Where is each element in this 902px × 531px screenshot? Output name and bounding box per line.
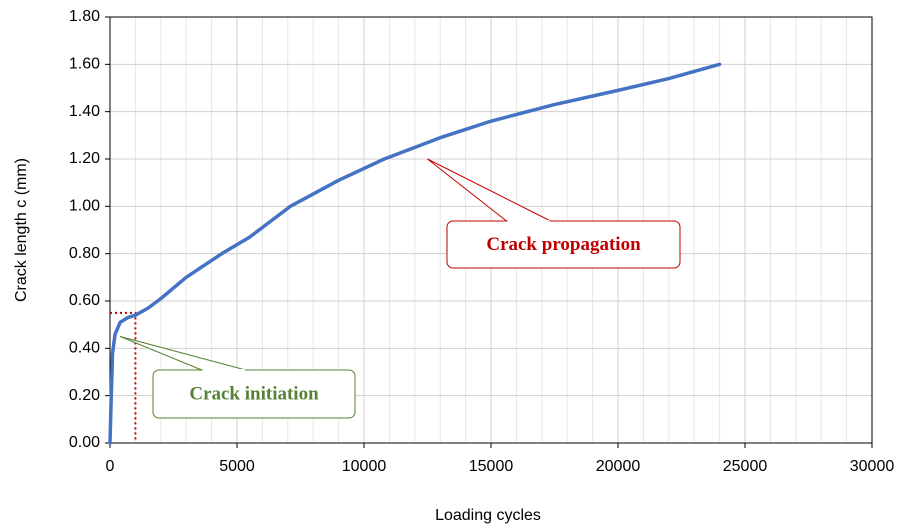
x-tick-label: 15000 xyxy=(469,458,514,475)
y-tick-label: 0.60 xyxy=(69,292,100,309)
plot-frame xyxy=(109,16,873,444)
annotation-text: Crack initiation xyxy=(189,383,319,404)
y-axis-label: Crack length c (mm) xyxy=(13,158,30,302)
callout xyxy=(427,158,551,222)
x-axis-label: Loading cycles xyxy=(435,507,541,524)
y-tick-label: 0.80 xyxy=(69,245,100,262)
y-tick-label: 1.40 xyxy=(69,103,100,120)
annotation-box xyxy=(152,369,356,419)
annotation-box xyxy=(446,220,681,269)
y-tick-label: 1.80 xyxy=(69,8,100,25)
y-tick-label: 0.00 xyxy=(69,434,100,451)
x-tick-label: 5000 xyxy=(219,458,255,475)
y-tick-label: 1.00 xyxy=(69,198,100,215)
y-tick-label: 1.60 xyxy=(69,56,100,73)
x-tick-label: 30000 xyxy=(850,458,895,475)
data-line xyxy=(108,62,722,445)
x-tick-label: 20000 xyxy=(596,458,641,475)
y-tick-label: 1.20 xyxy=(69,150,100,167)
y-tick-label: 0.20 xyxy=(69,387,100,404)
y-tick-label: 0.40 xyxy=(69,340,100,357)
initiation-marker xyxy=(110,311,137,443)
annotation-text: Crack propagation xyxy=(486,234,641,255)
x-tick-label: 10000 xyxy=(342,458,387,475)
callout xyxy=(119,336,246,371)
x-tick-label: 25000 xyxy=(723,458,768,475)
x-tick-label: 0 xyxy=(106,458,115,475)
